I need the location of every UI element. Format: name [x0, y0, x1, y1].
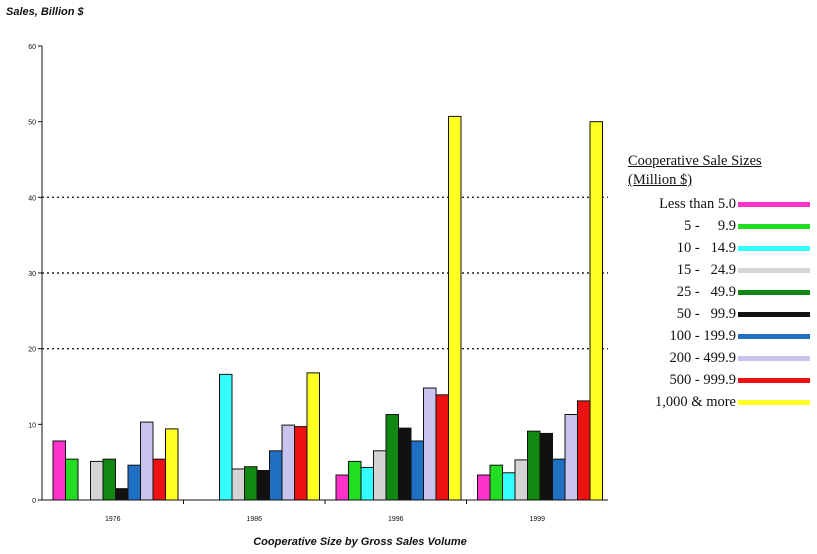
bar — [448, 115, 462, 501]
legend-label: 5 - 9.9 — [684, 218, 736, 234]
bar — [335, 474, 349, 501]
legend-swatch — [738, 312, 810, 317]
bar — [281, 424, 295, 501]
legend-swatch — [738, 202, 810, 207]
x-axis-label: Cooperative Size by Gross Sales Volume — [253, 536, 467, 548]
bar — [102, 458, 116, 501]
bar — [577, 400, 591, 501]
legend-swatch — [738, 224, 810, 229]
legend-entry: 100 - 199.9 — [628, 326, 814, 348]
bar — [256, 469, 270, 501]
bar — [527, 430, 541, 501]
y-tick-label: 0 — [32, 498, 36, 505]
x-tick-label: 1986 — [246, 516, 262, 523]
bar — [410, 440, 424, 501]
y-axis-label: Sales, Billion $ — [6, 6, 84, 18]
legend-entry: 1,000 & more — [628, 392, 814, 414]
bar — [514, 459, 528, 501]
bar — [489, 464, 503, 501]
legend-label: 25 - 49.9 — [676, 284, 736, 300]
y-tick-label: 40 — [28, 195, 36, 202]
bar — [360, 466, 374, 501]
legend-swatch — [738, 400, 810, 405]
y-tick-label: 20 — [28, 347, 36, 354]
x-tick-label: 1976 — [105, 516, 121, 523]
legend-label: Less than 5.0 — [659, 196, 736, 212]
legend-label: 100 - 199.9 — [669, 328, 736, 344]
legend-entry: 25 - 49.9 — [628, 282, 814, 304]
legend-title-line-1: Cooperative Sale Sizes — [628, 153, 762, 169]
x-tick-label: 1996 — [388, 516, 404, 523]
legend-entry: 10 - 14.9 — [628, 238, 814, 260]
legend-swatch — [738, 268, 810, 273]
legend-entry: 15 - 24.9 — [628, 260, 814, 282]
bar — [52, 440, 66, 501]
legend-label: 50 - 99.9 — [676, 306, 736, 322]
bar — [306, 372, 320, 501]
bar — [423, 387, 437, 501]
legend-swatch — [738, 334, 810, 339]
x-tick-label: 1999 — [529, 516, 545, 523]
legend-swatch — [738, 378, 810, 383]
legend-entry: Less than 5.0 — [628, 194, 814, 216]
bar — [398, 427, 412, 501]
legend-label: 500 - 999.9 — [669, 372, 736, 388]
legend-entries: Less than 5.0 5 - 9.9 10 - 14.9 15 - 24.9 25… — [628, 194, 814, 414]
bar — [477, 474, 491, 501]
legend-label: 15 - 24.9 — [676, 262, 736, 278]
bar — [502, 472, 516, 501]
bar — [165, 428, 179, 501]
legend-swatch — [738, 246, 810, 251]
legend-label: 200 - 499.9 — [669, 350, 736, 366]
bar — [115, 488, 129, 501]
bar — [244, 466, 258, 501]
bar — [373, 450, 387, 501]
bar — [552, 458, 566, 501]
bar — [539, 432, 553, 501]
legend-entry: 50 - 99.9 — [628, 304, 814, 326]
bar — [294, 426, 308, 501]
legend-label: 10 - 14.9 — [676, 240, 736, 256]
bar — [589, 121, 603, 501]
legend-swatch — [738, 290, 810, 295]
legend-swatch — [738, 356, 810, 361]
bar — [348, 460, 362, 501]
bar — [65, 458, 79, 501]
bar — [385, 413, 399, 501]
bar — [231, 468, 245, 501]
bar — [127, 464, 141, 501]
legend-entry: 5 - 9.9 — [628, 216, 814, 238]
y-tick-label: 30 — [28, 271, 36, 278]
legend-label: 1,000 & more — [655, 394, 736, 410]
bar — [90, 460, 104, 501]
bar — [152, 458, 166, 501]
y-tick-label: 10 — [28, 422, 36, 429]
legend-title-line-2: (Million $) — [628, 172, 693, 188]
bar — [435, 394, 449, 501]
bar — [564, 413, 578, 501]
legend-entry: 200 - 499.9 — [628, 348, 814, 370]
bar — [269, 450, 283, 501]
legend-entry: 500 - 999.9 — [628, 370, 814, 392]
legend: Cooperative Sale Sizes (Million $) Less … — [628, 152, 814, 414]
bar — [140, 421, 154, 501]
bar — [219, 373, 233, 501]
y-tick-label: 50 — [28, 120, 36, 127]
y-tick-label: 60 — [28, 44, 36, 51]
